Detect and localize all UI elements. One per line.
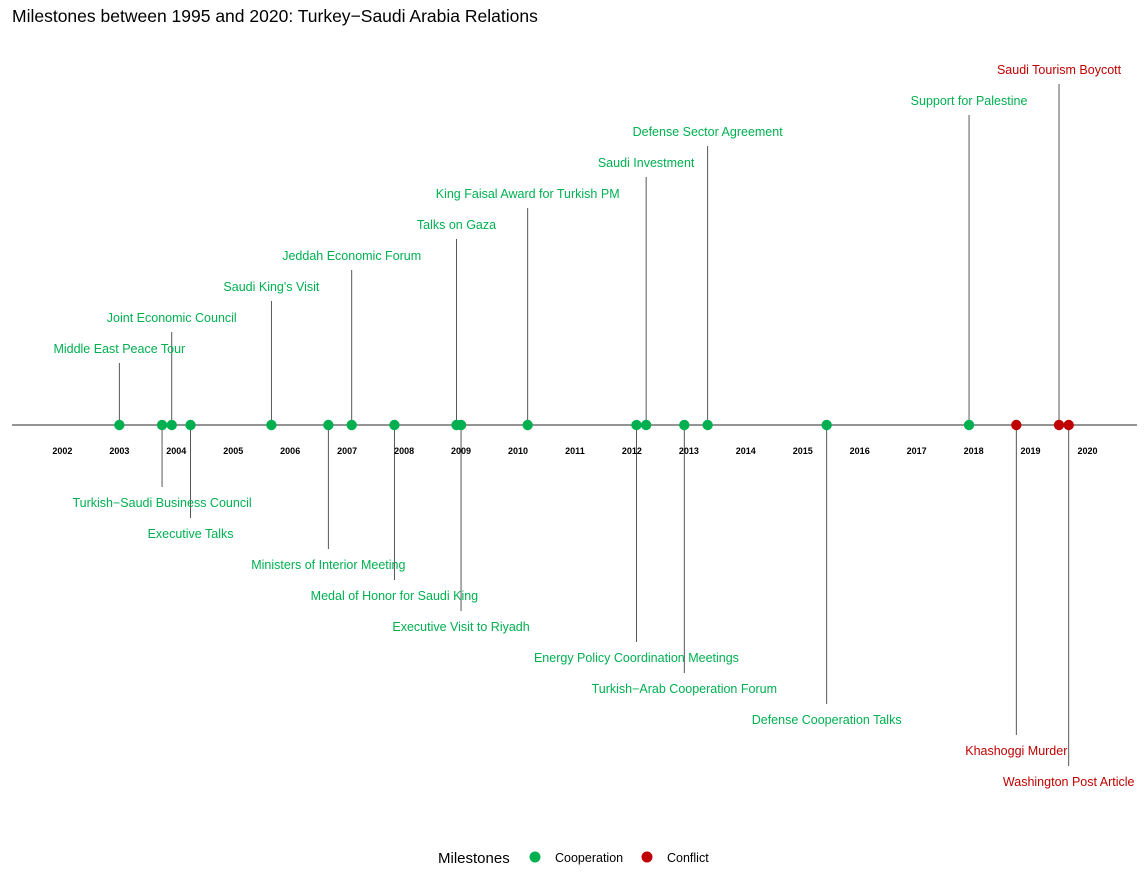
point-joint-economic-council bbox=[166, 419, 177, 431]
point-medal-of-honor-for-saudi-king bbox=[389, 419, 400, 431]
tick-label-2017: 2017 bbox=[907, 446, 927, 456]
point-middle-east-peace-tour bbox=[114, 419, 125, 431]
event-label-saudi-king-s-visit: Saudi King's Visit bbox=[223, 280, 319, 294]
chart-title: Milestones between 1995 and 2020: Turkey… bbox=[12, 6, 538, 26]
legend-title: Milestones bbox=[438, 850, 510, 867]
point-defense-sector-agreement bbox=[702, 419, 713, 431]
tick-label-2004: 2004 bbox=[166, 446, 186, 456]
event-label-defense-cooperation-talks: Defense Cooperation Talks bbox=[752, 713, 902, 727]
event-label-medal-of-honor-for-saudi-king: Medal of Honor for Saudi King bbox=[311, 589, 479, 603]
tick-label-2005: 2005 bbox=[223, 446, 243, 456]
point-ministers-of-interior-meeting bbox=[323, 419, 334, 431]
point-executive-visit-to-riyadh bbox=[455, 419, 467, 431]
event-label-executive-visit-to-riyadh: Executive Visit to Riyadh bbox=[392, 620, 529, 634]
tick-label-2014: 2014 bbox=[736, 446, 756, 456]
event-label-saudi-tourism-boycott: Saudi Tourism Boycott bbox=[997, 63, 1122, 77]
event-label-jeddah-economic-forum: Jeddah Economic Forum bbox=[282, 249, 421, 263]
tick-label-2009: 2009 bbox=[451, 446, 471, 456]
point-washington-post-article bbox=[1063, 419, 1074, 431]
event-labels: Middle East Peace Tour Turkish−Saudi Busi… bbox=[53, 63, 1134, 789]
legend-label-cooperation: Cooperation bbox=[555, 851, 623, 865]
points-layer bbox=[114, 419, 1074, 431]
point-support-for-palestine bbox=[963, 419, 975, 431]
tick-label-2012: 2012 bbox=[622, 446, 642, 456]
event-label-talks-on-gaza: Talks on Gaza bbox=[417, 218, 496, 232]
event-label-energy-policy-coordination-meetings: Energy Policy Coordination Meetings bbox=[534, 651, 739, 665]
point-jeddah-economic-forum bbox=[346, 419, 357, 431]
event-label-turkish-arab-cooperation-forum: Turkish−Arab Cooperation Forum bbox=[592, 682, 777, 696]
event-label-joint-economic-council: Joint Economic Council bbox=[107, 311, 237, 325]
legend-label-conflict: Conflict bbox=[667, 851, 709, 865]
tick-label-2010: 2010 bbox=[508, 446, 528, 456]
tick-label-2018: 2018 bbox=[964, 446, 984, 456]
tick-label-2011: 2011 bbox=[565, 446, 585, 456]
point-king-faisal-award-for-turkish-pm bbox=[522, 419, 533, 431]
legend: Milestones Cooperation Conflict bbox=[438, 850, 709, 867]
event-label-executive-talks: Executive Talks bbox=[148, 527, 234, 541]
point-turkish-arab-cooperation-forum bbox=[679, 419, 690, 431]
point-khashoggi-murder bbox=[1011, 419, 1022, 431]
event-label-support-for-palestine: Support for Palestine bbox=[911, 94, 1028, 108]
event-label-saudi-investment: Saudi Investment bbox=[598, 156, 695, 170]
event-label-king-faisal-award-for-turkish-pm: King Faisal Award for Turkish PM bbox=[436, 187, 620, 201]
point-turkish-saudi-business-council bbox=[156, 419, 168, 431]
event-label-defense-sector-agreement: Defense Sector Agreement bbox=[633, 125, 784, 139]
tick-label-2016: 2016 bbox=[850, 446, 870, 456]
tick-label-2019: 2019 bbox=[1021, 446, 1041, 456]
stems-layer bbox=[118, 84, 1070, 766]
point-defense-cooperation-talks bbox=[821, 419, 832, 431]
tick-label-2020: 2020 bbox=[1077, 446, 1097, 456]
tick-label-2003: 2003 bbox=[109, 446, 129, 456]
legend-swatch-cooperation bbox=[529, 851, 541, 863]
legend-items: Cooperation Conflict bbox=[529, 851, 709, 865]
event-label-turkish-saudi-business-council: Turkish−Saudi Business Council bbox=[72, 496, 251, 510]
point-saudi-king-s-visit bbox=[266, 419, 277, 431]
point-saudi-tourism-boycott bbox=[1053, 419, 1065, 431]
event-label-khashoggi-murder: Khashoggi Murder bbox=[965, 744, 1067, 758]
point-energy-policy-coordination-meetings bbox=[631, 419, 642, 431]
tick-label-2002: 2002 bbox=[52, 446, 72, 456]
tick-label-2008: 2008 bbox=[394, 446, 414, 456]
point-saudi-investment bbox=[640, 419, 652, 431]
event-label-washington-post-article: Washington Post Article bbox=[1003, 775, 1135, 789]
event-label-middle-east-peace-tour: Middle East Peace Tour bbox=[53, 342, 185, 356]
legend-swatch-conflict bbox=[641, 851, 653, 863]
tick-label-2013: 2013 bbox=[679, 446, 699, 456]
tick-label-2015: 2015 bbox=[793, 446, 813, 456]
tick-label-2007: 2007 bbox=[337, 446, 357, 456]
event-label-ministers-of-interior-meeting: Ministers of Interior Meeting bbox=[251, 558, 405, 572]
tick-label-2006: 2006 bbox=[280, 446, 300, 456]
point-executive-talks bbox=[185, 419, 196, 431]
tick-labels: 2002 2003 2004 2005 2006 2007 2008 2009 2010 2011… bbox=[52, 446, 1097, 456]
